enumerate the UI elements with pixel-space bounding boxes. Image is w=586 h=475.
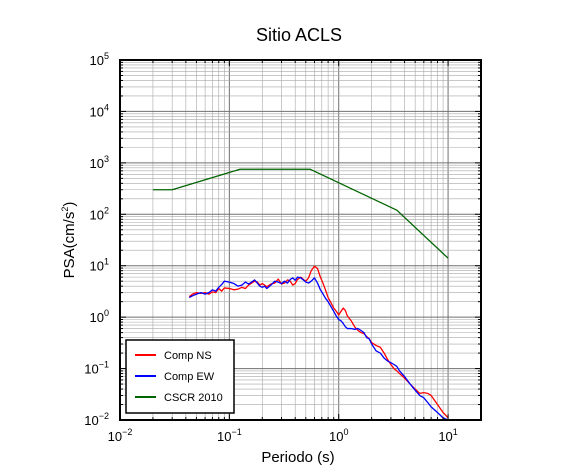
series-line-comp-ns: [188, 265, 449, 419]
legend-label: Comp NS: [164, 350, 212, 362]
y-tick-label: 10−1: [84, 360, 109, 377]
chart-title: Sitio ACLS: [256, 25, 342, 45]
series-layer: [152, 168, 449, 420]
y-tick-label: 105: [90, 51, 109, 68]
x-axis-label: Periodo (s): [261, 449, 334, 466]
x-tick-labels: 10−2 10−1 100 101: [108, 427, 458, 444]
y-tick-labels: 10−2 10−1 100 101 102 103 104 105: [84, 51, 109, 428]
y-tick-label: 104: [90, 102, 109, 119]
legend-label: CSCR 2010: [164, 392, 223, 404]
x-tick-label: 10−1: [217, 427, 242, 444]
legend: Comp NS Comp EW CSCR 2010: [125, 339, 235, 414]
y-tick-label: 10−2: [84, 411, 109, 428]
y-tick-label: 100: [90, 308, 109, 325]
y-tick-label: 103: [90, 154, 109, 171]
plot-frame: [119, 59, 482, 421]
y-axis-label: PSA(cm/s2): [60, 202, 78, 279]
axis-ticks: [119, 59, 482, 421]
x-tick-label: 10−2: [108, 427, 133, 444]
grid: [119, 59, 482, 421]
y-tick-label: 101: [90, 257, 109, 274]
x-tick-label: 101: [438, 427, 457, 444]
y-tick-label: 102: [90, 205, 109, 222]
series-line-cscr-2010: [152, 168, 449, 259]
x-tick-label: 100: [329, 427, 348, 444]
series-line-comp-ew: [188, 276, 449, 420]
legend-label: Comp EW: [164, 371, 215, 383]
